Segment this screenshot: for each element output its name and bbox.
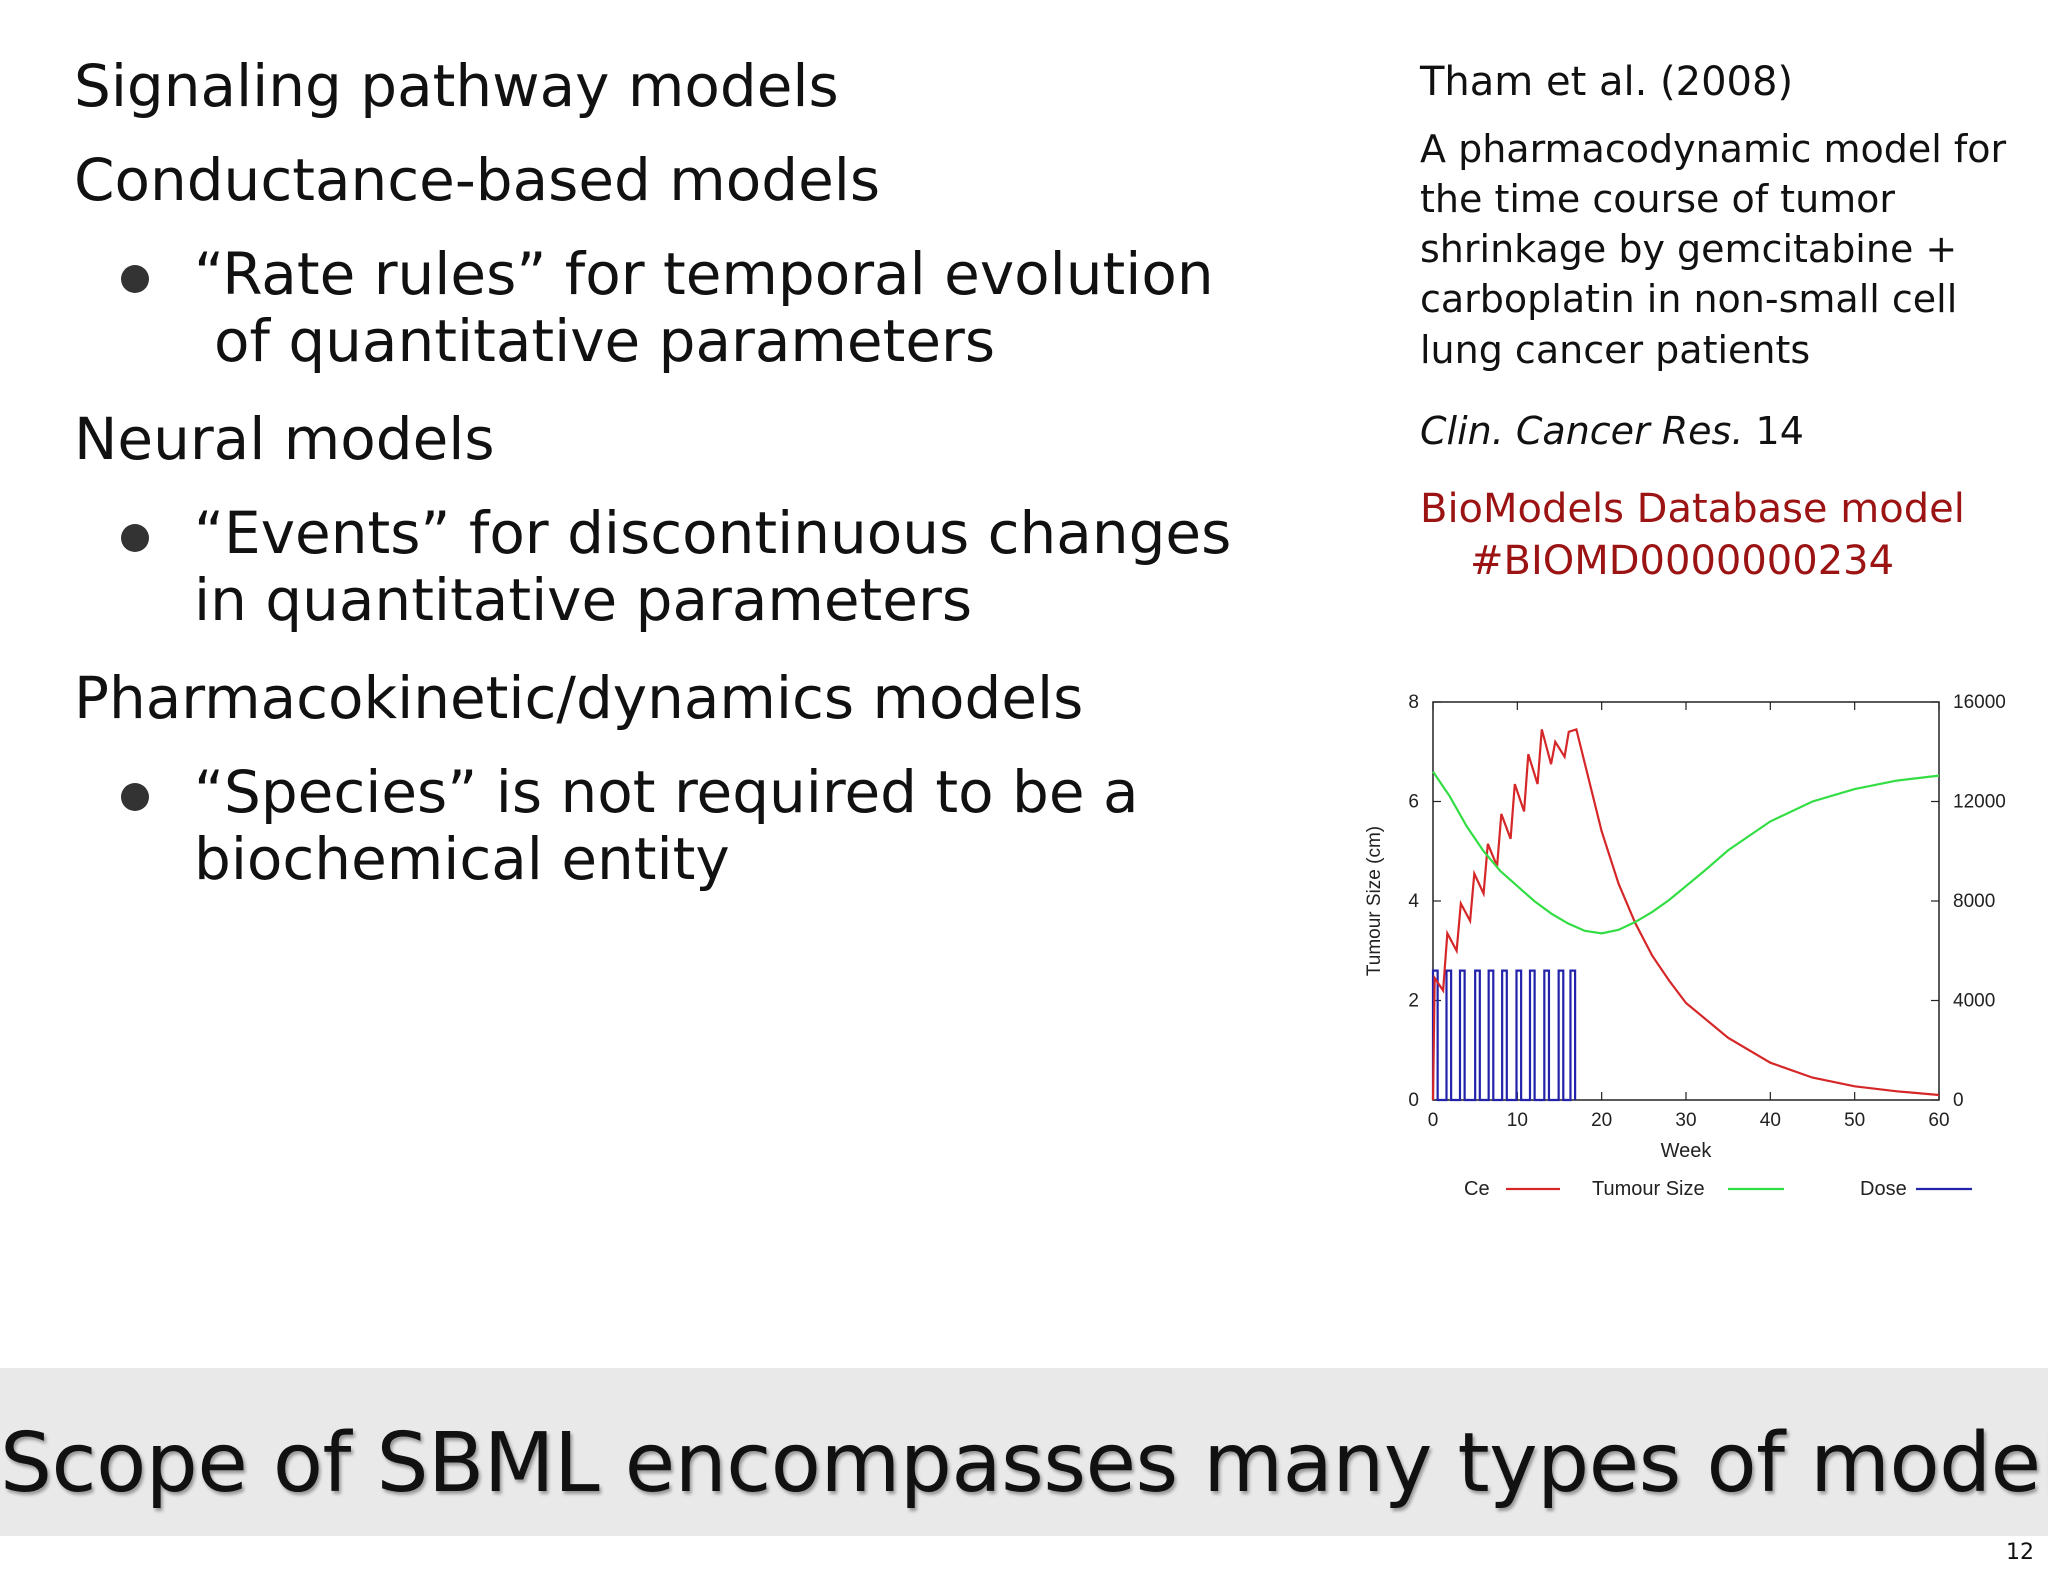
bullet-text-line: of quantitative parameters xyxy=(214,307,996,376)
x-tick-label: 30 xyxy=(1675,1110,1696,1131)
x-tick-label: 60 xyxy=(1928,1110,1949,1131)
bullet-dot-icon xyxy=(121,523,149,552)
y-tick-label: 4 xyxy=(1408,891,1419,912)
y-tick-label: 0 xyxy=(1408,1090,1419,1111)
y-tick-label: 8 xyxy=(1408,692,1419,713)
y2-tick-label: 8000 xyxy=(1953,891,1995,912)
ce-series-line xyxy=(1431,727,1940,1101)
bullet-text-line: “Events” for discontinuous changes xyxy=(194,498,1232,567)
bullet-text-line: “Rate rules” for temporal evolution xyxy=(194,239,1214,308)
bullet-text-line: biochemical entity xyxy=(194,825,730,894)
y2-tick-label: 4000 xyxy=(1953,991,1995,1012)
biomodels-id: #BIOMD0000000234 xyxy=(1470,537,1895,584)
y-tick-label: 6 xyxy=(1408,792,1419,813)
slide-title: Scope of SBML encompasses many types of … xyxy=(0,1416,2048,1511)
left-content: Signaling pathway models Conductance-base… xyxy=(74,52,1232,923)
section-heading: Pharmacokinetic/dynamics models xyxy=(74,664,1084,733)
x-tick-label: 0 xyxy=(1428,1110,1439,1131)
bullet-text-line: “Species” is not required to be a xyxy=(194,757,1139,826)
dose-series-line xyxy=(1431,969,1577,1102)
x-tick-label: 40 xyxy=(1760,1110,1781,1131)
section-heading: Conductance-based models xyxy=(74,146,881,215)
tumour-size-series-line xyxy=(1432,771,1940,935)
legend-label: Dose xyxy=(1860,1178,1907,1200)
bullet-dot-icon xyxy=(121,782,149,811)
section-heading: Neural models xyxy=(74,405,495,474)
section-heading: Signaling pathway models xyxy=(74,52,839,120)
chart: 0 10 20 30 40 50 60 0 2 4 6 8 0 4000 8000 12000 16000 Wee… xyxy=(1336,665,2048,1235)
x-tick-label: 50 xyxy=(1844,1110,1865,1131)
citation: Tham et al. (2008) xyxy=(1420,59,1794,105)
biomodels-link[interactable]: BioModels Database model #BIOMD000000023… xyxy=(1420,484,2030,586)
bullet-item: “Species” is not required to be a biochem… xyxy=(74,757,1174,894)
bullet-item: “Events” for discontinuous changes in qua… xyxy=(74,498,1232,635)
bullet-text-line: in quantitative parameters xyxy=(194,566,973,635)
journal-name: Clin. Cancer Res. xyxy=(1420,408,1744,453)
legend-label: Tumour Size xyxy=(1592,1178,1705,1200)
plot-frame xyxy=(1432,701,1940,1101)
biomodels-line-1: BioModels Database model xyxy=(1420,486,1965,533)
y-axis-label: Tumour Size (cm) xyxy=(1364,826,1385,976)
paper-title: A pharmacodynamic model for the time cou… xyxy=(1420,127,2007,372)
x-axis-label: Week xyxy=(1661,1140,1713,1162)
page-number: 12 xyxy=(2006,1540,2034,1565)
reference-panel: Tham et al. (2008) A pharmacodynamic mod… xyxy=(1420,58,2030,587)
journal-volume: 14 xyxy=(1755,408,1804,453)
bullet-dot-icon xyxy=(121,264,149,293)
x-tick-label: 10 xyxy=(1507,1110,1528,1131)
journal-reference: Clin. Cancer Res. 14 xyxy=(1420,409,2030,455)
y2-tick-label: 0 xyxy=(1953,1090,1964,1111)
chart-svg: 0 10 20 30 40 50 60024680400080001200016000Wee… xyxy=(1364,692,2006,1200)
legend-label: Ce xyxy=(1464,1178,1490,1200)
y-tick-label: 2 xyxy=(1408,991,1419,1012)
y2-tick-label: 12000 xyxy=(1953,792,2006,813)
y2-tick-label: 16000 xyxy=(1953,692,2006,713)
x-tick-label: 20 xyxy=(1591,1110,1612,1131)
footer-banner: Scope of SBML encompasses many types of … xyxy=(0,1368,2048,1536)
bullet-item: “Rate rules” for temporal evolution of qu… xyxy=(74,239,1214,376)
